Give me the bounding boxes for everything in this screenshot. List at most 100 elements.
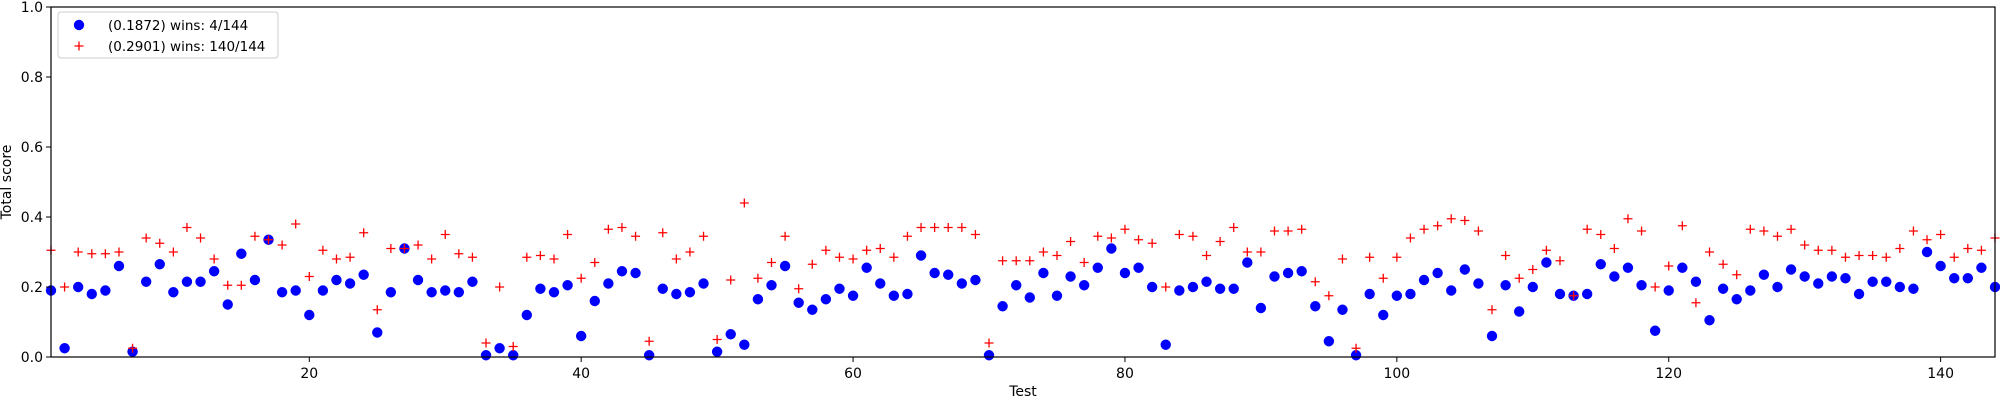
point-series1-11: [181, 276, 193, 287]
point-series2-52: [739, 198, 749, 208]
point-series2-67: [943, 223, 953, 232]
point-series2-111: [1541, 245, 1551, 255]
point-series2-56: [794, 284, 804, 294]
point-series1-43: [616, 266, 628, 277]
point-series1-99: [1378, 309, 1389, 321]
point-series2-12: [196, 233, 206, 243]
point-series2-19: [291, 219, 301, 229]
point-series1-120: [1663, 285, 1674, 296]
legend-box: [57, 11, 279, 59]
point-series2-106: [1473, 226, 1483, 236]
point-series2-51: [726, 275, 736, 285]
point-series1-114: [1581, 288, 1593, 300]
point-series2-89: [1242, 247, 1252, 257]
point-series2-57: [807, 259, 817, 269]
point-series2-133: [1840, 252, 1850, 262]
point-series1-107: [1486, 330, 1498, 342]
point-series1-124: [1717, 283, 1729, 294]
point-series1-66: [929, 267, 940, 279]
point-series2-7: [128, 343, 138, 353]
point-series2-120: [1664, 261, 1674, 271]
point-series1-29: [426, 287, 437, 298]
y-tick-label: 0.8: [21, 70, 43, 86]
legend-entry-series-2: (0.2901) wins: 140/144: [108, 39, 265, 55]
point-series1-22: [331, 274, 342, 286]
point-series2-83: [1161, 282, 1171, 292]
point-series1-89: [1242, 257, 1253, 268]
point-series1-116: [1609, 271, 1620, 282]
point-series1-62: [875, 278, 886, 289]
point-series2-85: [1188, 231, 1198, 241]
point-series2-46: [658, 228, 668, 238]
point-series2-143: [1976, 245, 1986, 255]
point-series2-71: [998, 256, 1008, 266]
point-series1-67: [943, 269, 954, 280]
y-tick-label: 0.0: [21, 350, 43, 366]
point-series2-137: [1895, 244, 1905, 253]
point-series2-103: [1433, 221, 1443, 231]
point-series2-141: [1949, 252, 1959, 262]
point-series1-9: [154, 259, 165, 270]
point-series1-57: [807, 304, 818, 315]
y-axis: 0.0 0.2 0.4 0.6 0.8 1.0: [21, 0, 51, 366]
point-series1-25: [372, 327, 383, 338]
point-series2-142: [1963, 244, 1973, 253]
plot-frame: [50, 6, 1996, 358]
point-series2-16: [250, 231, 260, 241]
point-series1-88: [1228, 283, 1239, 294]
point-series1-70: [983, 350, 995, 361]
point-series1-8: [140, 276, 152, 287]
point-series2-117: [1623, 214, 1633, 224]
point-series1-104: [1446, 285, 1457, 296]
point-series2-105: [1460, 216, 1470, 225]
point-series1-100: [1391, 290, 1403, 301]
point-series1-82: [1146, 281, 1158, 293]
point-series1-86: [1201, 276, 1212, 287]
point-series2-140: [1936, 230, 1946, 239]
point-series1-95: [1323, 336, 1335, 347]
point-series2-136: [1881, 252, 1891, 262]
point-series1-98: [1364, 288, 1375, 300]
point-series2-66: [930, 223, 940, 232]
point-series1-101: [1405, 288, 1416, 300]
point-series2-55: [780, 231, 790, 241]
point-series1-74: [1038, 267, 1049, 279]
point-series2-69: [970, 230, 980, 239]
point-series2-42: [603, 224, 613, 234]
point-series2-59: [834, 252, 844, 262]
point-series2-124: [1718, 259, 1728, 269]
point-series2-24: [359, 228, 369, 238]
point-series1-79: [1106, 243, 1117, 254]
y-tick-label: 1.0: [21, 0, 43, 16]
point-series1-40: [575, 330, 587, 342]
point-series1-136: [1881, 276, 1892, 287]
point-series2-97: [1351, 343, 1361, 353]
point-series1-4: [86, 288, 97, 300]
point-series2-36: [522, 252, 532, 262]
point-series2-41: [590, 258, 600, 267]
point-series2-76: [1066, 237, 1076, 246]
point-series1-137: [1894, 281, 1906, 293]
point-series2-40: [576, 273, 586, 283]
point-series2-34: [495, 282, 505, 292]
point-series2-28: [413, 240, 423, 250]
point-series1-48: [684, 287, 696, 298]
x-axis: 20 40 60 80 100 120 140: [300, 357, 1954, 382]
point-series2-87: [1215, 237, 1225, 246]
point-series2-4: [87, 249, 97, 259]
point-series1-85: [1187, 281, 1199, 293]
point-series1-14: [222, 299, 233, 310]
point-series1-78: [1092, 262, 1103, 273]
point-series2-92: [1283, 226, 1293, 236]
point-series1-87: [1214, 283, 1226, 294]
point-series2-43: [617, 223, 627, 232]
point-series1-6: [113, 260, 125, 272]
point-series1-93: [1296, 266, 1307, 277]
x-tick-label: 20: [300, 366, 318, 382]
point-series2-74: [1038, 247, 1048, 257]
point-series1-103: [1432, 267, 1443, 279]
point-series1-59: [834, 283, 845, 294]
point-series1-19: [290, 285, 301, 296]
point-series2-15: [236, 280, 246, 290]
